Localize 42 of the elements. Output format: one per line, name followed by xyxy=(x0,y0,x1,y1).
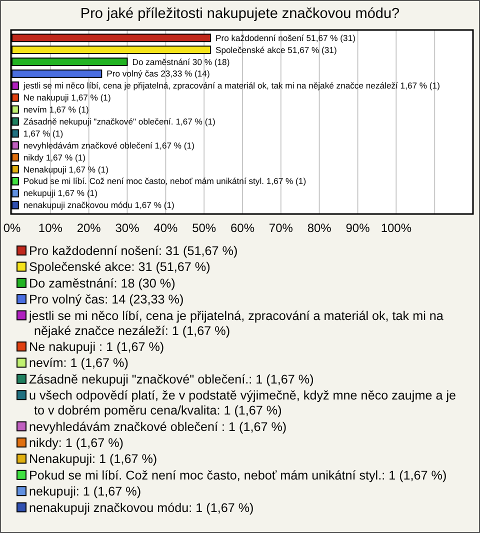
x-tick-label: 20% xyxy=(76,221,102,235)
legend-label: nikdy: 1 (1,67 %) xyxy=(29,436,124,450)
data-label: Do zaměstnání 30 % (18) xyxy=(132,56,230,67)
data-label: Nenakupuji 1,67 % (1) xyxy=(23,164,109,174)
chart-title: Pro jaké příležitosti nakupujete značkovou módu? xyxy=(80,6,400,22)
data-label: nikdy 1,67 % (1) xyxy=(23,152,86,162)
data-label: Zásadně nekupuji "značkové" oblečení. 1,67 % (1) xyxy=(23,116,216,126)
data-label: jestli se mi něco líbí, cena je přijatelná, zpracování a materiál ok, tak mi na nějaké značce nezáleží 1,67 % (1) xyxy=(22,80,440,91)
legend-label: nevím: 1 (1,67 %) xyxy=(29,356,128,370)
legend-label: Pokud se mi líbí. Což není moc často, neboť mám unikátní styl.: 1 (1,67 %) xyxy=(29,468,447,482)
data-label: nevyhledávám značkové oblečení 1,67 % (1) xyxy=(23,140,195,150)
legend-label: Společenské akce: 31 (51,67 %) xyxy=(29,260,210,274)
data-label: Pokud se mi líbí. Což není moc často, neboť mám unikátní styl. 1,67 % (1) xyxy=(23,176,306,186)
legend-label: nevyhledávám značkové oblečení : 1 (1,67 %) xyxy=(29,420,287,434)
data-label: Pro volný čas 23,33 % (14) xyxy=(106,68,210,79)
legend-label: nekupuji: 1 (1,67 %) xyxy=(29,484,142,499)
legend-label: Nenakupuji: 1 (1,67 %) xyxy=(29,452,158,466)
legend-label: Ne nakupuji : 1 (1,67 %) xyxy=(29,340,164,354)
legend-label: Zásadně nekupuji "značkové" oblečení.: 1 (1,67 %) xyxy=(29,372,314,386)
legend-label: Pro volný čas: 14 (23,33 %) xyxy=(29,292,184,307)
data-label: nevím 1,67 % (1) xyxy=(23,104,89,115)
x-tick-label: 90% xyxy=(346,221,370,235)
x-tick-label: 100% xyxy=(380,221,412,235)
legend-label: nenakupuji značkovou módu: 1 (1,67 %) xyxy=(29,500,254,515)
x-tick-label: 70% xyxy=(268,221,294,235)
data-label: Společenské akce 51,67 % (31) xyxy=(216,44,337,55)
x-tick-label: 30% xyxy=(115,221,140,235)
x-tick-label: 50% xyxy=(192,221,216,235)
data-label: Pro každodenní nošení 51,67 % (31) xyxy=(216,32,356,43)
legend-label: Do zaměstnání: 18 (30 %) xyxy=(29,276,176,290)
data-label: Ne nakupuji 1,67 % (1) xyxy=(23,92,111,103)
data-label: nenakupuji značkovou módu 1,67 % (1) xyxy=(23,200,175,210)
legend-label: Pro každodenní nošení: 31 (51,67 %) xyxy=(29,244,238,258)
legend-label: u všech odpovědí platí, že v podstatě výjimečně, když mne něco zaujme a je to v dobrém poměru cena/kvalita: 1 (1,67 %) xyxy=(29,388,456,418)
data-label: 1,67 % (1) xyxy=(23,128,64,138)
data-label: nekupuji 1,67 % (1) xyxy=(23,188,98,198)
x-tick-label: 40% xyxy=(154,221,178,235)
x-tick-label: 0% xyxy=(3,221,21,235)
x-tick-label: 60% xyxy=(230,221,255,235)
legend-label: jestli se mi něco líbí, cena je přijatelná, zpracování a materiál ok, tak mi na nějaké značce nezáleží: 1 (1,67 %) xyxy=(28,308,444,338)
x-tick-label: 80% xyxy=(307,221,332,235)
x-tick-label: 10% xyxy=(38,221,63,235)
